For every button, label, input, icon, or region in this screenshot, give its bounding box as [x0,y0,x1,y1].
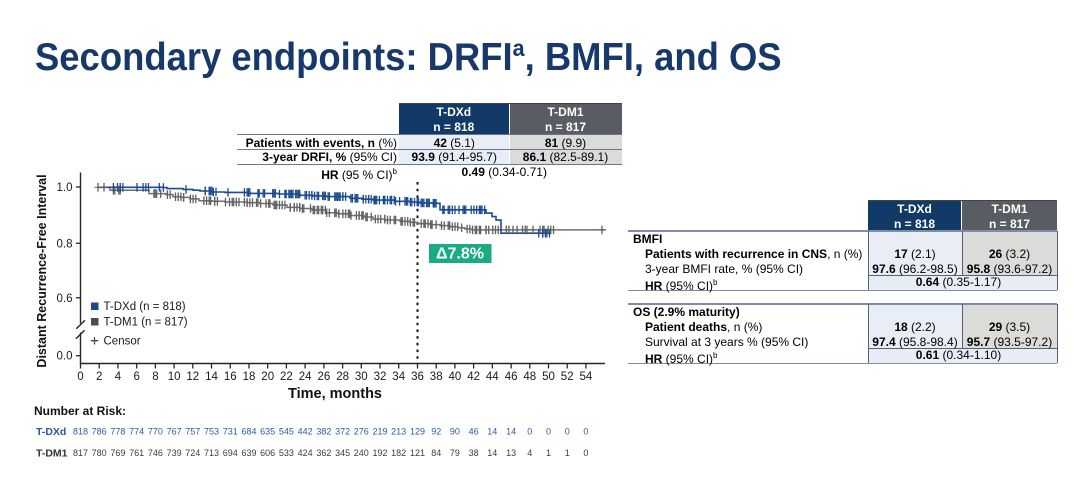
svg-text:213: 213 [391,427,406,437]
svg-text:345: 345 [335,448,350,458]
svg-text:0.8: 0.8 [57,238,73,250]
svg-text:1: 1 [546,448,551,458]
svg-text:48: 48 [523,371,536,383]
svg-text:10: 10 [168,371,181,383]
svg-text:1: 1 [565,448,570,458]
svg-text:694: 694 [223,448,238,458]
svg-text:8: 8 [152,371,158,383]
svg-text:28: 28 [336,371,349,383]
svg-text:424: 424 [298,448,313,458]
svg-text:780: 780 [92,448,107,458]
svg-text:362: 362 [316,448,331,458]
svg-text:13: 13 [506,448,516,458]
svg-text:606: 606 [260,448,275,458]
svg-text:T-DXd (n = 818): T-DXd (n = 818) [104,301,186,313]
svg-text:769: 769 [110,448,125,458]
svg-text:32: 32 [374,371,387,383]
svg-text:50: 50 [542,371,555,383]
svg-text:38: 38 [469,448,479,458]
svg-text:18: 18 [243,371,256,383]
svg-text:774: 774 [129,427,144,437]
svg-text:786: 786 [92,427,107,437]
svg-text:44: 44 [486,371,499,383]
svg-text:6: 6 [133,371,139,383]
svg-text:757: 757 [185,427,200,437]
svg-text:129: 129 [410,427,425,437]
svg-text:T-DM1 (n = 817): T-DM1 (n = 817) [104,317,188,329]
svg-text:713: 713 [204,448,219,458]
svg-text:372: 372 [335,427,350,437]
svg-text:52: 52 [561,371,574,383]
svg-text:684: 684 [241,427,256,437]
svg-text:0: 0 [583,427,588,437]
svg-text:30: 30 [355,371,368,383]
svg-text:T-DXd: T-DXd [36,426,66,438]
svg-text:724: 724 [185,448,200,458]
svg-text:54: 54 [580,371,593,383]
svg-text:818: 818 [73,427,88,437]
svg-text:545: 545 [279,427,294,437]
svg-text:739: 739 [167,448,182,458]
svg-text:Distant Recurrence-Free Interv: Distant Recurrence-Free Interval [35,174,49,367]
svg-text:639: 639 [241,448,256,458]
svg-text:442: 442 [298,427,313,437]
svg-text:90: 90 [450,427,460,437]
svg-text:Censor: Censor [104,336,141,348]
svg-text:46: 46 [505,371,518,383]
svg-text:0: 0 [77,371,83,383]
svg-text:34: 34 [392,371,405,383]
svg-text:635: 635 [260,427,275,437]
svg-text:533: 533 [279,448,294,458]
svg-text:182: 182 [391,448,406,458]
svg-text:276: 276 [354,427,369,437]
svg-text:24: 24 [299,371,312,383]
svg-text:26: 26 [318,371,331,383]
svg-text:731: 731 [223,427,238,437]
svg-text:92: 92 [431,427,441,437]
svg-text:14: 14 [506,427,516,437]
svg-text:2: 2 [96,371,102,383]
svg-text:770: 770 [148,427,163,437]
svg-text:817: 817 [73,448,88,458]
svg-text:767: 767 [167,427,182,437]
svg-text:38: 38 [430,371,443,383]
svg-text:84: 84 [431,448,441,458]
svg-text:T-DM1: T-DM1 [36,448,68,460]
svg-text:22: 22 [280,371,293,383]
svg-text:1.0: 1.0 [57,182,73,194]
svg-text:42: 42 [467,371,480,383]
svg-text:761: 761 [129,448,144,458]
svg-text:40: 40 [449,371,462,383]
svg-text:0: 0 [546,427,551,437]
svg-text:36: 36 [411,371,424,383]
svg-text:14: 14 [487,448,497,458]
svg-text:382: 382 [316,427,331,437]
svg-text:79: 79 [450,448,460,458]
svg-text:0: 0 [565,427,570,437]
svg-text:753: 753 [204,427,219,437]
svg-text:Time, months: Time, months [288,386,382,402]
svg-text:219: 219 [372,427,387,437]
svg-text:4: 4 [115,371,122,383]
svg-text:778: 778 [110,427,125,437]
svg-text:192: 192 [372,448,387,458]
svg-text:0: 0 [527,427,532,437]
svg-text:4: 4 [527,448,532,458]
svg-text:240: 240 [354,448,369,458]
svg-text:20: 20 [261,371,274,383]
svg-text:0.6: 0.6 [57,293,73,305]
svg-text:16: 16 [224,371,237,383]
svg-text:0: 0 [583,448,588,458]
svg-text:46: 46 [469,427,479,437]
svg-text:Δ7.8%: Δ7.8% [436,246,484,263]
svg-text:Number at Risk:: Number at Risk: [34,404,126,418]
svg-text:0.0: 0.0 [57,351,73,363]
svg-text:14: 14 [487,427,497,437]
svg-text:14: 14 [205,371,218,383]
svg-text:121: 121 [410,448,425,458]
svg-text:746: 746 [148,448,163,458]
svg-text:12: 12 [186,371,199,383]
